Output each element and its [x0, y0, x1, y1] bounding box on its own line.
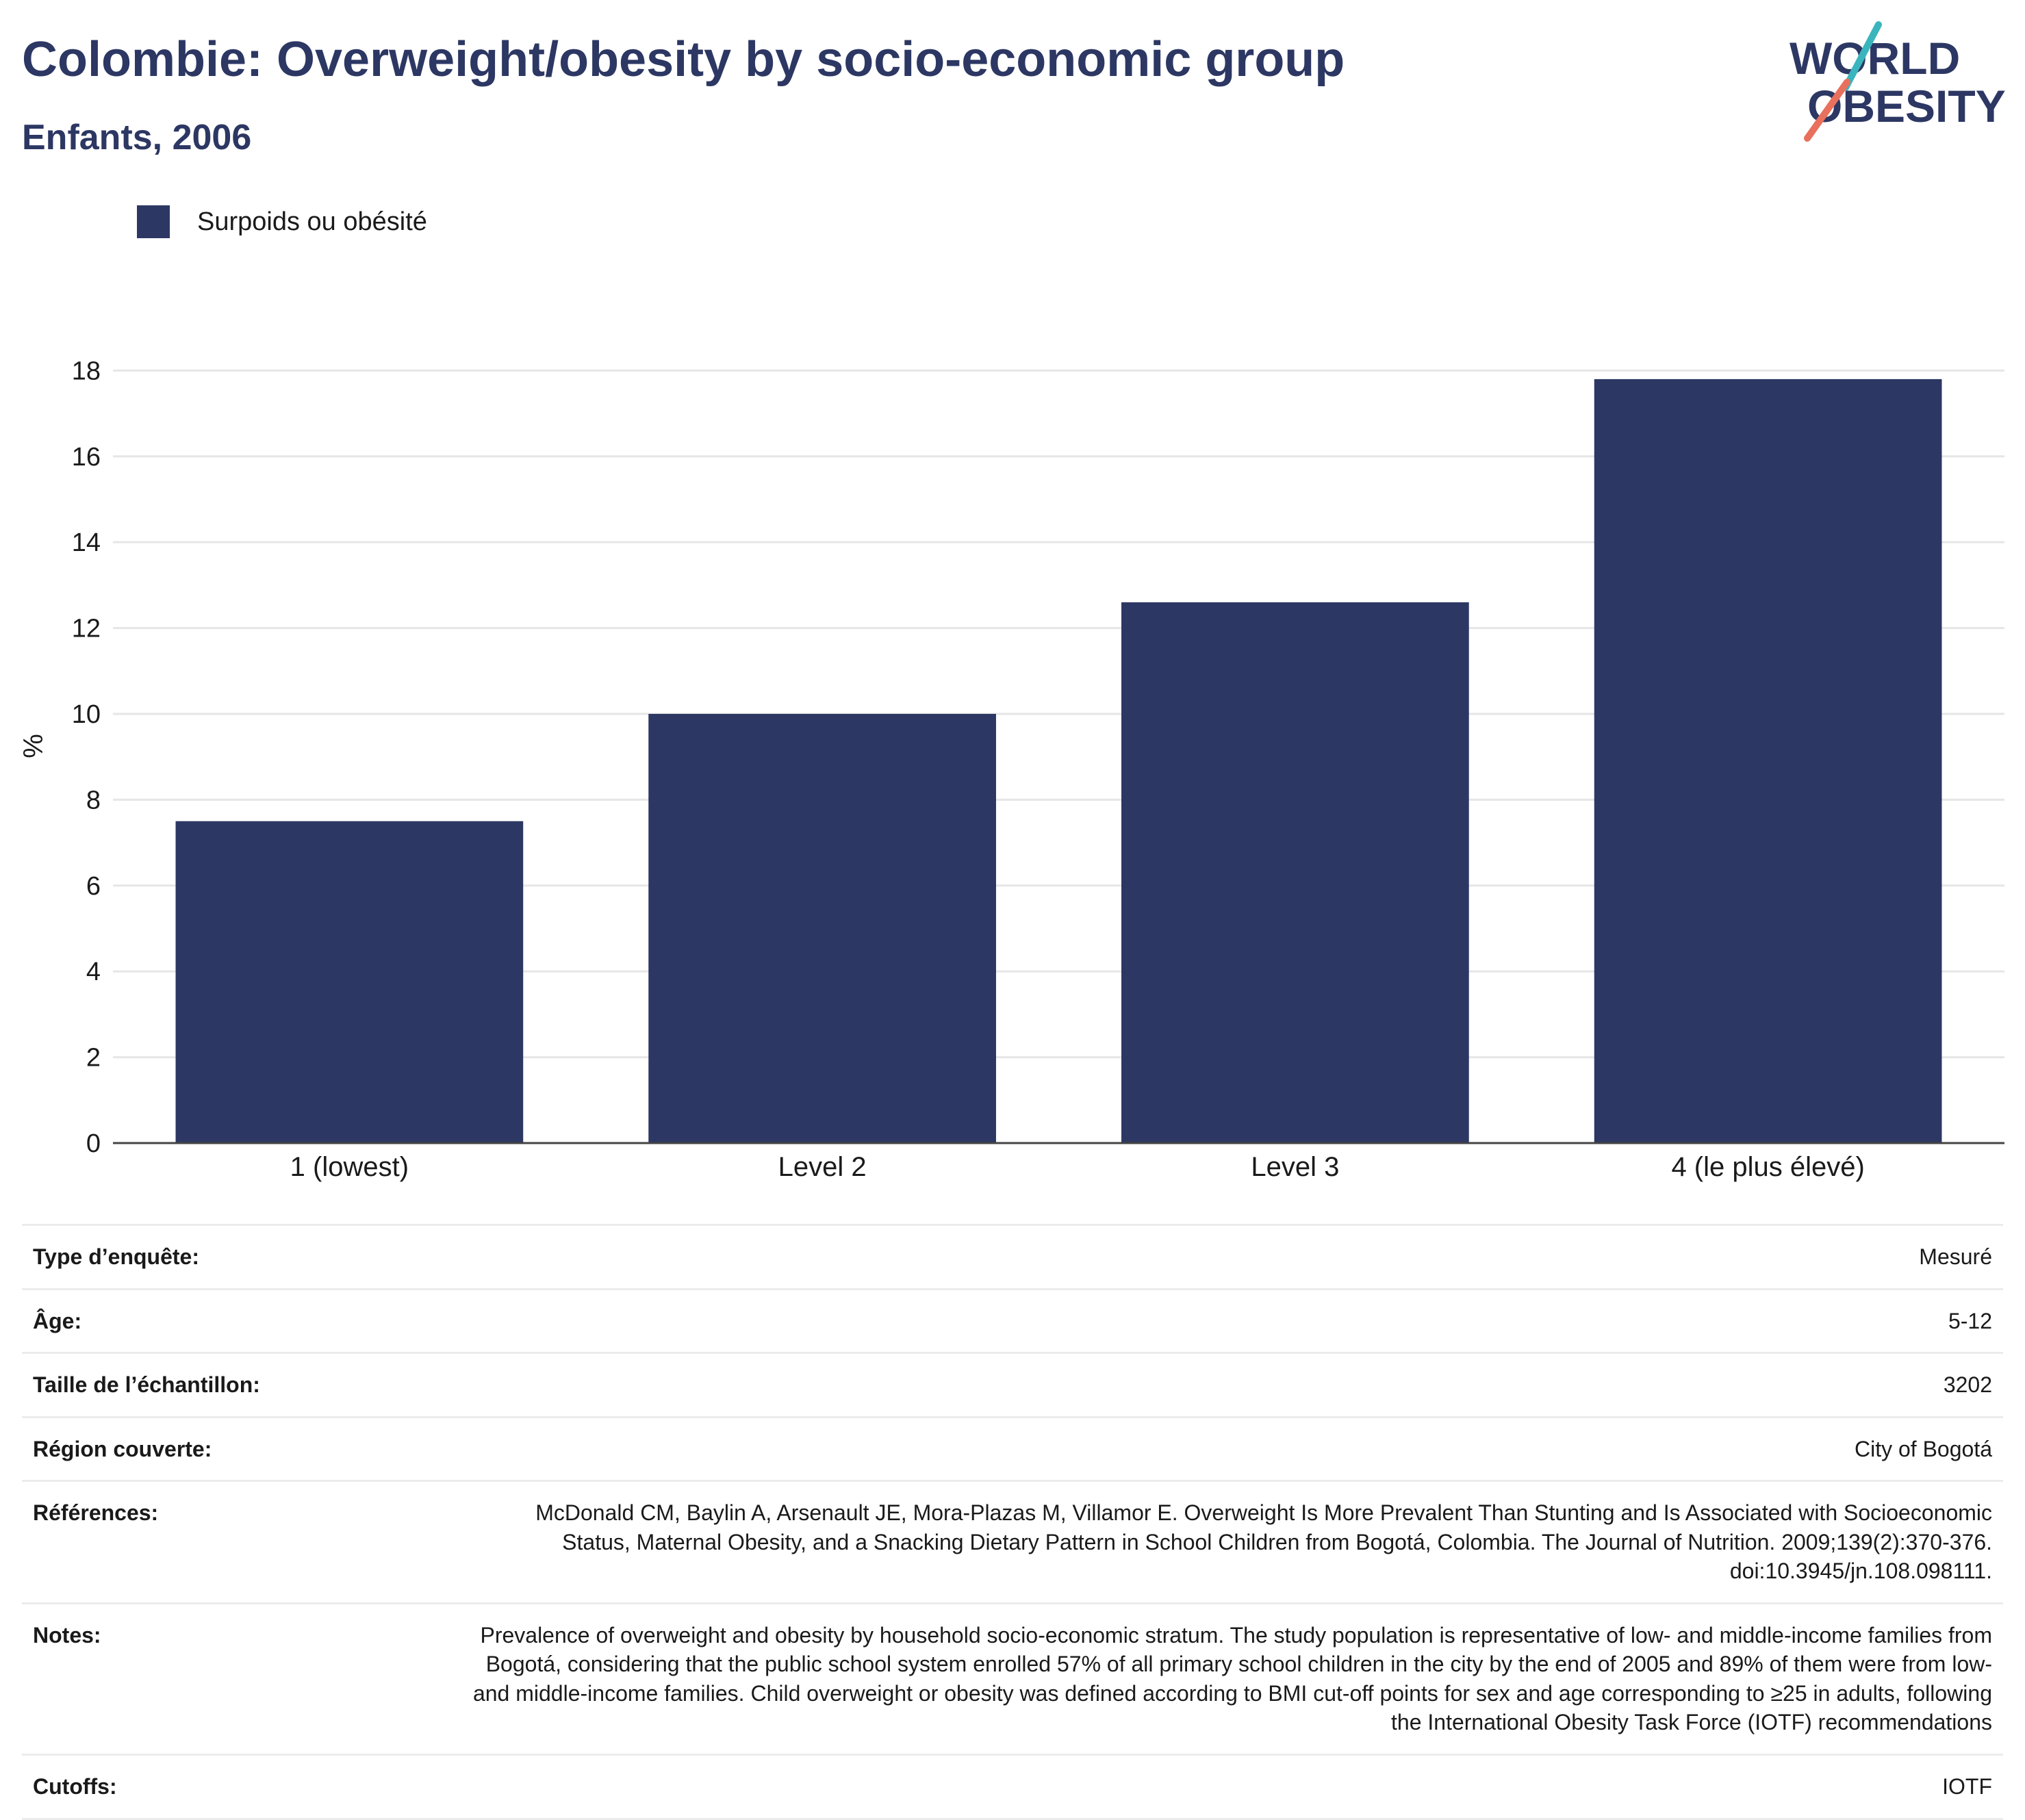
- bar: [1594, 379, 1942, 1144]
- y-tick-label: 6: [86, 872, 101, 901]
- info-value: McDonald CM, Baylin A, Arsenault JE, Mor…: [535, 1500, 1992, 1584]
- y-tick-label: 8: [86, 786, 101, 815]
- y-tick-label: 2: [86, 1044, 101, 1073]
- info-value: IOTF: [1942, 1774, 1992, 1799]
- svg-text:WORLD: WORLD: [1790, 33, 1960, 84]
- info-value: 3202: [1943, 1372, 1992, 1398]
- legend-swatch: [137, 205, 170, 238]
- chart-title: Colombie: Overweight/obesity by socio-ec…: [22, 32, 1345, 87]
- bar: [648, 713, 996, 1143]
- bar: [1121, 602, 1469, 1143]
- info-value: City of Bogotá: [1855, 1436, 1992, 1461]
- y-tick-label: 4: [86, 958, 101, 986]
- info-row: Cutoffs: IOTF: [22, 1754, 2003, 1819]
- y-axis-title: %: [18, 734, 49, 758]
- bar-chart: 0 2 4 6 8 10 12 14 16 18 1 (lowest) Level 2 Level 3 4…: [18, 357, 2004, 1182]
- info-row: Taille de l’échantillon: 3202: [22, 1353, 2003, 1418]
- y-tick-label: 16: [72, 443, 101, 472]
- chart-legend: Surpoids ou obésité: [137, 204, 427, 240]
- info-row: Région couverte: City of Bogotá: [22, 1417, 2003, 1481]
- bar: [175, 821, 524, 1143]
- y-tick-label: 14: [72, 528, 101, 557]
- y-tick-label: 18: [72, 357, 101, 385]
- info-row: Références: McDonald CM, Baylin A, Arsena…: [22, 1481, 2003, 1604]
- x-tick-label: Level 3: [1251, 1152, 1339, 1182]
- x-tick-label: 1 (lowest): [290, 1152, 409, 1182]
- x-tick-label: Level 2: [778, 1152, 867, 1182]
- x-tick-label: 4 (le plus élevé): [1671, 1152, 1864, 1182]
- y-tick-label: 10: [72, 700, 101, 729]
- info-value: 5-12: [1948, 1308, 1992, 1333]
- survey-info-table: Type d’enquête: Mesuré Âge: 5-12 Taille de l…: [22, 1224, 2003, 1820]
- chart-subtitle: Enfants, 2006: [22, 118, 252, 157]
- info-value: Mesuré: [1919, 1244, 1992, 1269]
- info-row: Type d’enquête: Mesuré: [22, 1225, 2003, 1290]
- info-row: Âge: 5-12: [22, 1289, 2003, 1353]
- info-label: Taille de l’échantillon:: [33, 1372, 260, 1398]
- legend-label: Surpoids ou obésité: [197, 207, 427, 236]
- info-label: Notes:: [33, 1622, 101, 1648]
- svg-text:OBESITY: OBESITY: [1807, 81, 2006, 131]
- y-tick-label: 12: [72, 615, 101, 643]
- world-obesity-logo: WORLD OBESITY: [1790, 21, 2006, 142]
- info-value: Prevalence of overweight and obesity by …: [472, 1622, 1992, 1735]
- info-label: Références:: [33, 1500, 159, 1526]
- y-tick-label: 0: [86, 1129, 101, 1158]
- info-label: Région couverte:: [33, 1436, 212, 1461]
- info-label: Âge:: [33, 1308, 82, 1333]
- info-row: Notes: Prevalence of overweight and obesi…: [22, 1603, 2003, 1755]
- info-label: Type d’enquête:: [33, 1244, 199, 1269]
- info-label: Cutoffs:: [33, 1774, 117, 1799]
